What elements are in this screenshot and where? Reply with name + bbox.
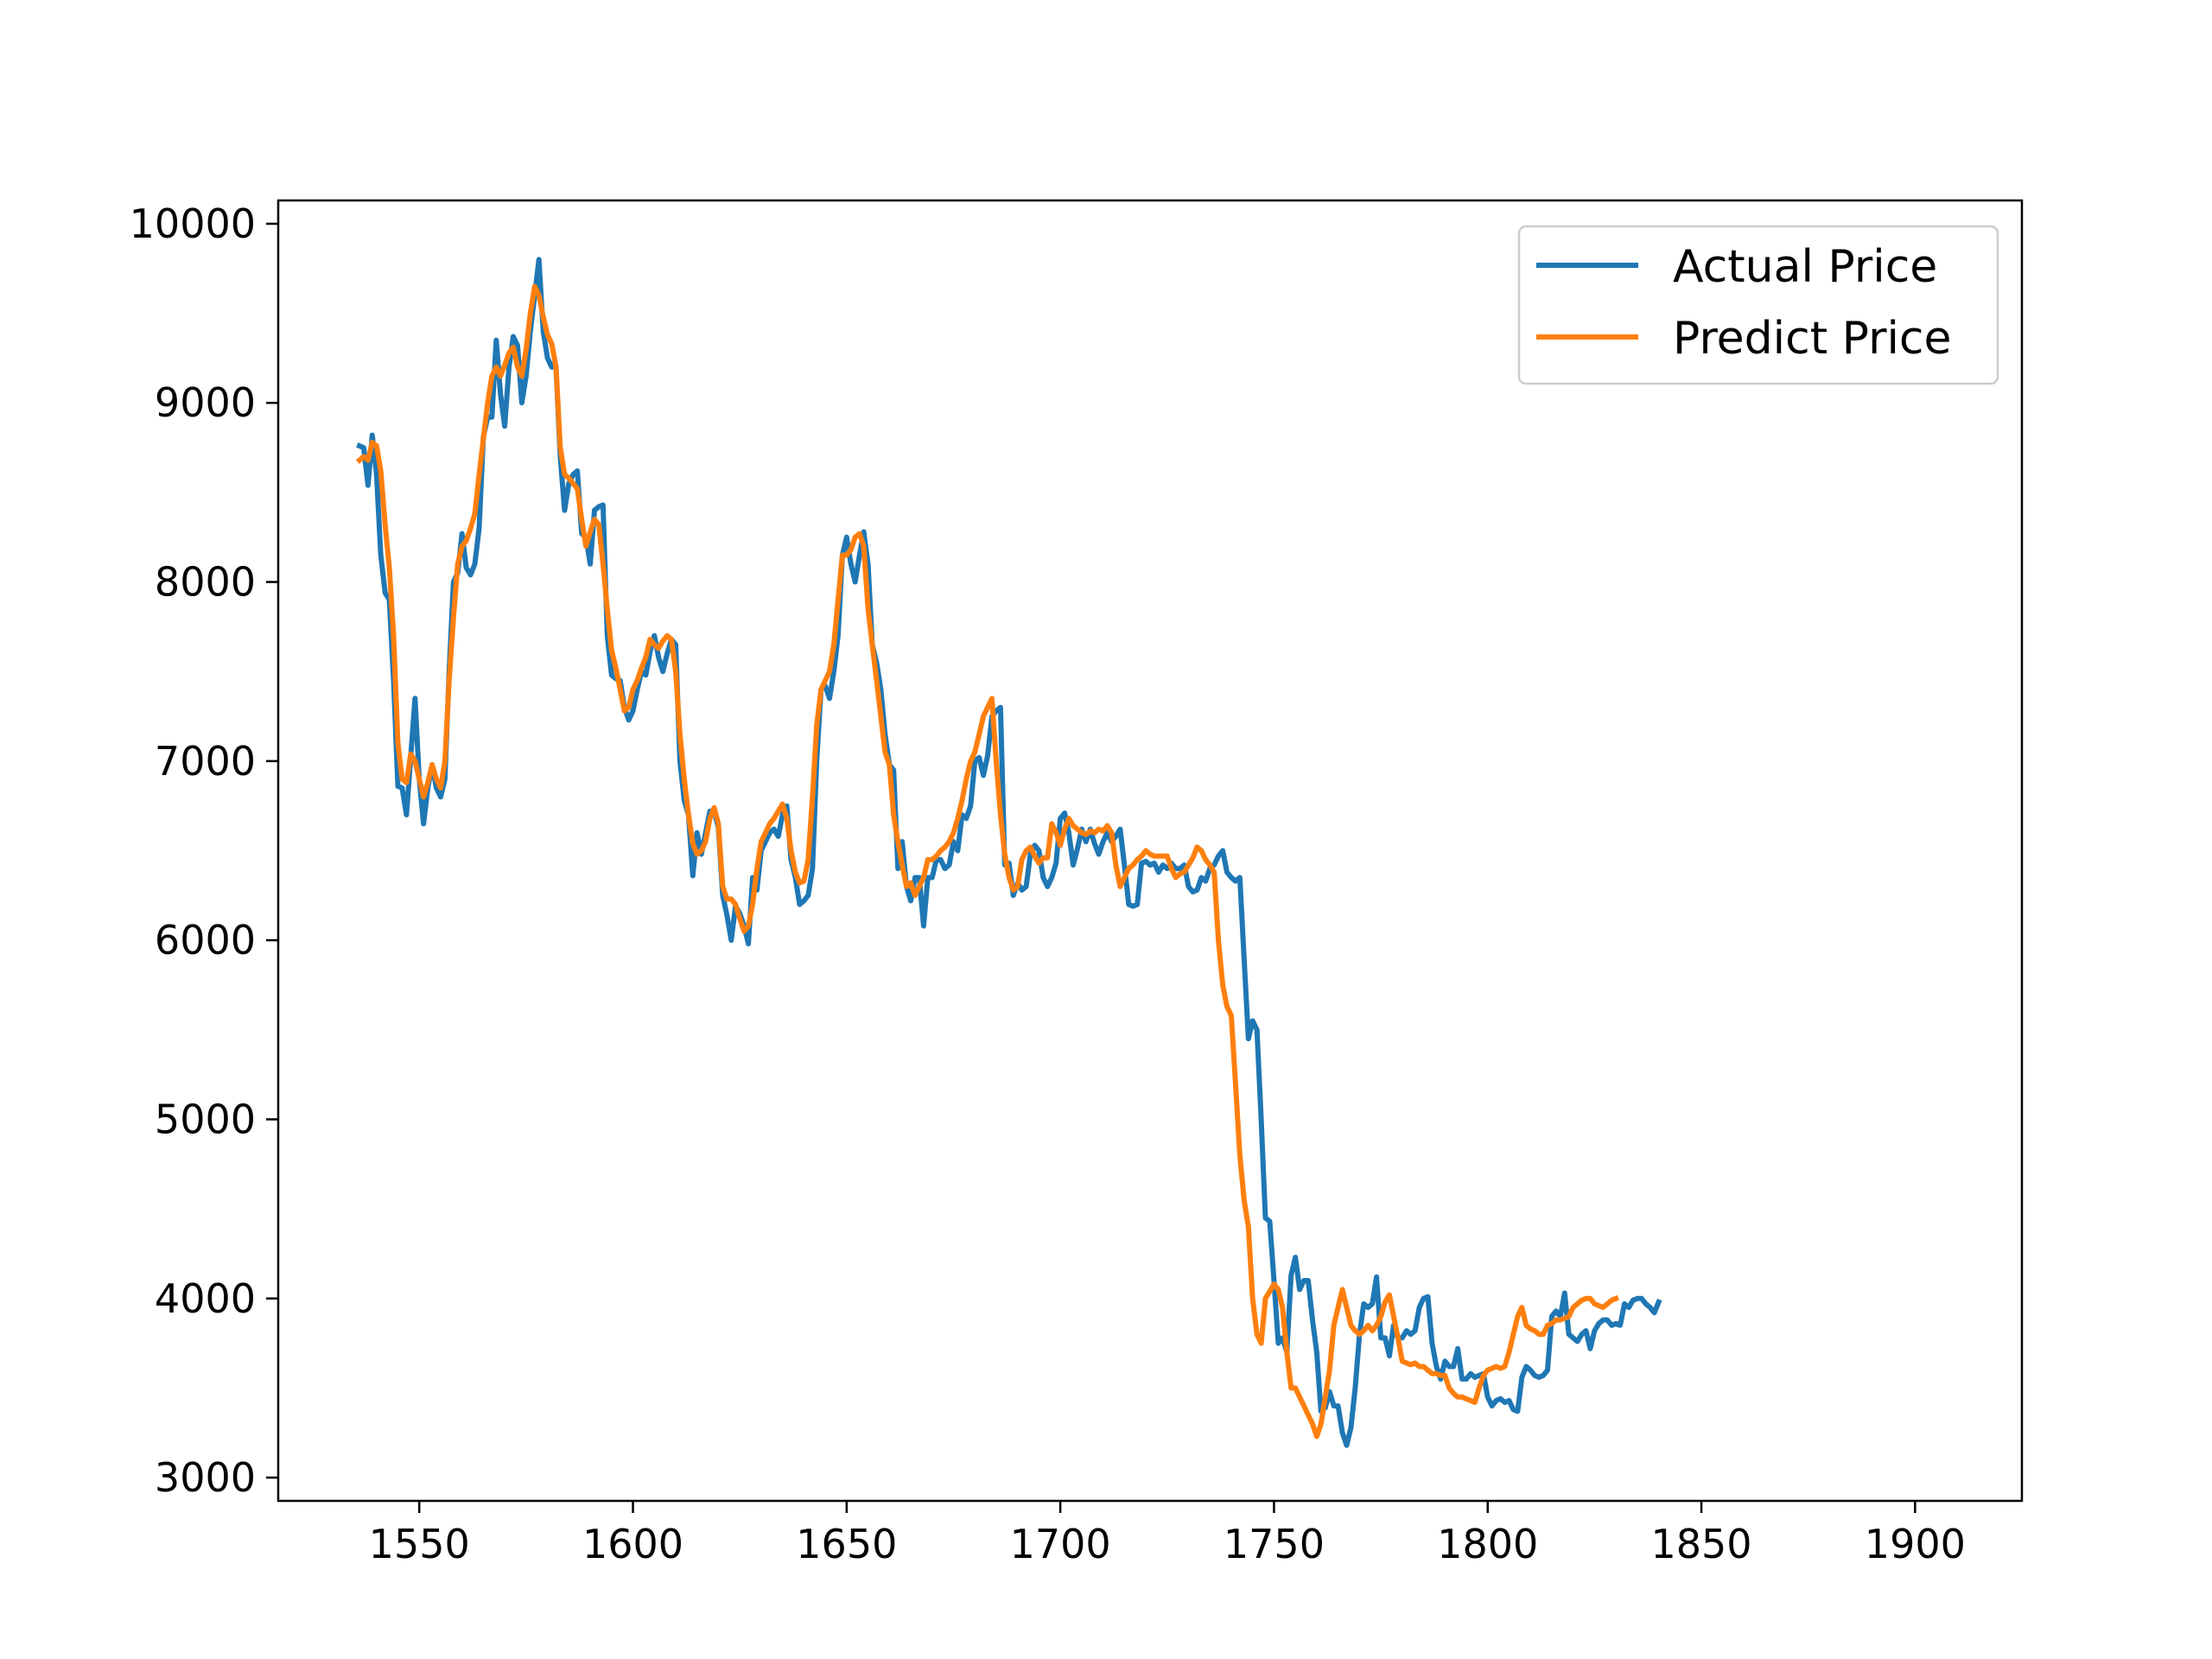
x-tick-label: 1600 [582,1521,683,1567]
x-tick-label: 1800 [1437,1521,1538,1567]
legend-label-predict-price: Predict Price [1673,313,1952,365]
axes-background [278,200,2022,1501]
y-tick-label: 4000 [155,1275,256,1322]
y-tick-label: 5000 [155,1096,256,1142]
x-tick-label: 1550 [369,1521,470,1567]
y-tick-label: 10000 [130,200,256,247]
series-layer [355,257,1662,1448]
y-tick-label: 8000 [155,559,256,606]
axes-frame [276,199,2024,1503]
y-tick-label: 3000 [155,1454,256,1501]
y-tick-label: 6000 [155,917,256,963]
x-tick-label: 1850 [1651,1521,1752,1567]
legend-label-actual-price: Actual Price [1673,241,1937,293]
legend-box [1517,225,1999,385]
y-tick-label: 9000 [155,379,256,426]
y-axis: 3000 4000 5000 6000 7000 8000 9000 10000 [130,200,278,1501]
x-tick-label: 1750 [1224,1521,1325,1567]
y-tick-label: 7000 [155,738,256,785]
x-tick-label: 1900 [1865,1521,1966,1567]
series-line-predict-price [355,283,1620,1440]
x-axis: 1550 1600 1650 1700 1750 1800 1850 1900 [369,1501,1966,1567]
x-tick-label: 1700 [1010,1521,1111,1567]
plot-area [276,199,2024,1503]
legend: Actual Price Predict Price [1517,225,1999,385]
x-tick-label: 1650 [796,1521,897,1567]
